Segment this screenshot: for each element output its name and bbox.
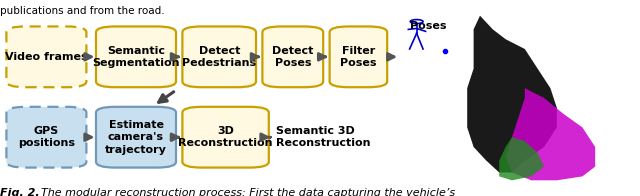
Polygon shape: [499, 137, 544, 180]
Text: Poses: Poses: [410, 21, 446, 31]
FancyBboxPatch shape: [330, 26, 387, 87]
FancyBboxPatch shape: [96, 107, 176, 168]
FancyBboxPatch shape: [182, 26, 256, 87]
FancyBboxPatch shape: [6, 107, 86, 168]
Text: Estimate
camera's
trajectory: Estimate camera's trajectory: [105, 120, 167, 155]
Text: Fig. 2.: Fig. 2.: [0, 188, 40, 196]
Text: GPS
positions: GPS positions: [18, 126, 75, 148]
Text: publications and from the road.: publications and from the road.: [0, 6, 164, 16]
FancyBboxPatch shape: [6, 26, 86, 87]
Text: Detect
Pedestrians: Detect Pedestrians: [182, 46, 256, 68]
Text: The modular reconstruction process: First the data capturing the vehicle’s: The modular reconstruction process: Firs…: [34, 188, 455, 196]
FancyBboxPatch shape: [96, 26, 176, 87]
Polygon shape: [506, 88, 595, 180]
Text: 3D
Reconstruction: 3D Reconstruction: [179, 126, 273, 148]
Text: Detect
Poses: Detect Poses: [272, 46, 314, 68]
FancyBboxPatch shape: [262, 26, 323, 87]
FancyBboxPatch shape: [182, 107, 269, 168]
Text: Semantic 3D
Reconstruction: Semantic 3D Reconstruction: [276, 126, 371, 148]
Text: Video frames: Video frames: [5, 52, 88, 62]
Text: Semantic
Segmentation: Semantic Segmentation: [92, 46, 180, 68]
Polygon shape: [467, 16, 557, 172]
Text: Filter
Poses: Filter Poses: [340, 46, 377, 68]
